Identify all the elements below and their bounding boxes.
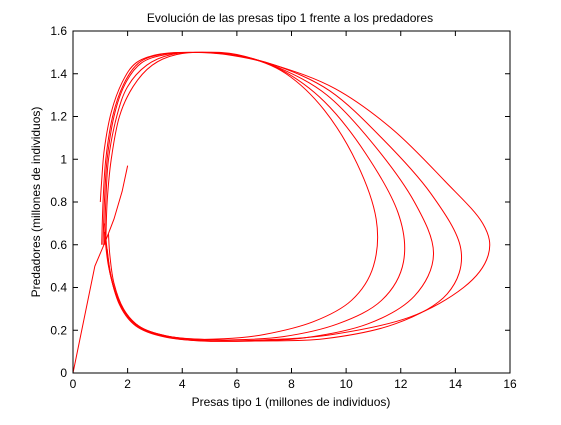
trajectory-line-3 xyxy=(102,51,435,342)
y-tick-label: 0.2 xyxy=(50,323,67,337)
y-tick-label: 0.6 xyxy=(50,238,67,252)
y-tick-label: 0.8 xyxy=(50,195,67,209)
y-tick-label: 0 xyxy=(60,366,67,380)
trajectory-line-0 xyxy=(72,165,129,374)
x-tick-label: 14 xyxy=(449,377,463,391)
chart-title: Evolución de las presas tipo 1 frente a … xyxy=(147,11,433,25)
x-tick-label: 4 xyxy=(179,377,186,391)
x-tick-label: 16 xyxy=(503,377,517,391)
x-tick-label: 6 xyxy=(234,377,241,391)
plot-area xyxy=(73,31,510,373)
y-axis-label: Predadores (millones de individuos) xyxy=(29,107,43,298)
x-tick-label: 8 xyxy=(288,377,295,391)
ticks-group: 0 2 4 6 8 10 12 14 16 0 0.2 0.4 0.6 0.8 1 1.2 1.4 1.6 xyxy=(50,24,517,391)
y-tick-label: 1.6 xyxy=(50,24,67,38)
y-tick-label: 1.2 xyxy=(50,110,67,124)
y-tick-label: 1 xyxy=(60,152,67,166)
x-tick-label: 0 xyxy=(70,377,77,391)
curves-group xyxy=(72,51,491,374)
trajectory-line-5 xyxy=(99,51,491,342)
y-tick-label: 1.4 xyxy=(50,67,67,81)
x-tick-label: 2 xyxy=(124,377,131,391)
x-tick-label: 10 xyxy=(339,377,353,391)
y-tick-label: 0.4 xyxy=(50,281,67,295)
x-tick-label: 12 xyxy=(394,377,408,391)
x-axis-label: Presas tipo 1 (millones de individuos) xyxy=(192,395,391,409)
